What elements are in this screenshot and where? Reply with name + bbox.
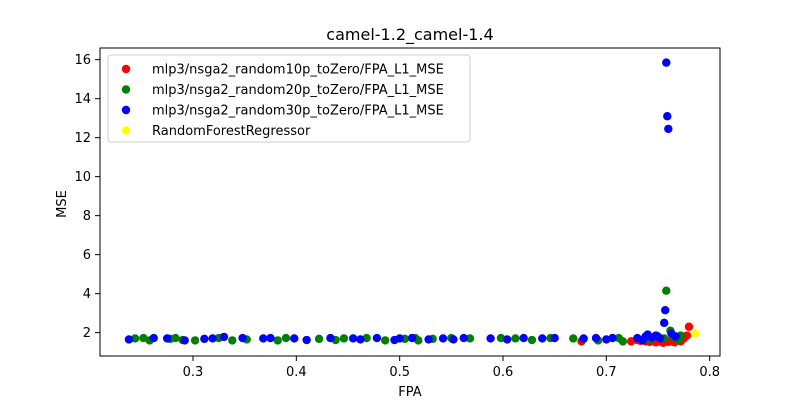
- legend-items: mlp3/nsga2_random10p_toZero/FPA_L1_MSEml…: [121, 63, 444, 139]
- data-point: [208, 334, 217, 343]
- data-point: [682, 331, 692, 340]
- legend: mlp3/nsga2_random10p_toZero/FPA_L1_MSEml…: [107, 54, 471, 143]
- data-point: [691, 329, 700, 338]
- data-point: [326, 333, 335, 343]
- data-point: [591, 333, 601, 343]
- data-point: [171, 333, 180, 343]
- data-point: [200, 334, 209, 344]
- data-point: [395, 334, 404, 343]
- data-point: [671, 332, 680, 341]
- y-tick-label: 14: [74, 92, 91, 107]
- data-point: [459, 333, 468, 343]
- chart-title: camel-1.2_camel-1.4: [326, 25, 493, 45]
- data-point: [228, 336, 237, 345]
- legend-label: RandomForestRegressor: [152, 124, 311, 139]
- legend-marker: [121, 85, 131, 94]
- y-tick-label: 4: [83, 287, 91, 302]
- data-point: [664, 124, 673, 134]
- x-tick-label: 0.4: [286, 365, 307, 380]
- data-point: [449, 335, 458, 344]
- y-tick-label: 6: [83, 248, 91, 263]
- series-3-points: [124, 58, 680, 345]
- data-point: [407, 333, 417, 343]
- y-tick-label: 10: [74, 170, 91, 185]
- data-point: [519, 333, 528, 343]
- data-point: [527, 335, 537, 345]
- y-tick-label: 2: [83, 326, 91, 341]
- data-point: [465, 334, 475, 343]
- legend-label: mlp3/nsga2_random10p_toZero/FPA_L1_MSE: [152, 63, 444, 78]
- data-point: [162, 334, 172, 343]
- legend-label: mlp3/nsga2_random20p_toZero/FPA_L1_MSE: [152, 83, 444, 98]
- data-point: [190, 336, 200, 345]
- data-point: [486, 334, 495, 343]
- data-point: [662, 286, 671, 295]
- data-point: [124, 335, 134, 344]
- data-point: [569, 334, 578, 343]
- data-point: [259, 334, 268, 343]
- data-point: [663, 112, 672, 121]
- data-point: [302, 335, 311, 345]
- legend-marker: [121, 105, 131, 115]
- legend-marker: [121, 126, 131, 135]
- axes-layer: 0.3 0.4 0.5 0.6 0.7 0.8 2 4 6 8 10 12 14 16: [74, 53, 720, 380]
- x-tick-label: 0.3: [183, 365, 204, 380]
- data-point: [339, 334, 349, 343]
- y-tick-label: 8: [83, 209, 91, 224]
- data-point: [660, 318, 669, 328]
- legend-frame: [107, 54, 471, 143]
- x-axis-label: FPA: [398, 385, 421, 400]
- x-tick-label: 0.6: [493, 365, 514, 380]
- legend-label: mlp3/nsga2_random30p_toZero/FPA_L1_MSE: [152, 104, 444, 119]
- data-point: [538, 334, 547, 343]
- data-point: [618, 337, 628, 346]
- points-layer: [124, 58, 700, 347]
- data-point: [266, 333, 275, 343]
- data-point: [502, 335, 512, 344]
- data-point: [130, 334, 140, 343]
- data-point: [290, 334, 299, 343]
- data-point: [550, 333, 559, 343]
- data-point: [579, 334, 588, 343]
- data-point: [684, 322, 694, 331]
- data-point: [180, 336, 189, 345]
- data-point: [381, 336, 390, 345]
- x-tick-label: 0.7: [596, 365, 617, 380]
- data-point: [655, 334, 665, 343]
- data-point: [438, 334, 448, 343]
- data-point: [662, 58, 671, 67]
- plot-area-frame: [99, 47, 721, 357]
- data-point: [661, 305, 670, 315]
- y-tick-label: 16: [74, 53, 91, 68]
- data-point: [149, 333, 158, 343]
- data-point: [608, 333, 617, 343]
- data-point: [348, 334, 358, 343]
- data-point: [356, 335, 365, 344]
- data-point: [511, 334, 520, 343]
- x-tick-label: 0.5: [389, 365, 410, 380]
- data-point: [238, 333, 247, 343]
- data-point: [273, 336, 282, 345]
- data-point: [314, 334, 324, 344]
- series-4-points: [691, 329, 700, 338]
- x-tick-label: 0.8: [699, 365, 720, 380]
- legend-marker: [121, 64, 131, 74]
- data-point: [372, 333, 382, 343]
- data-point: [219, 332, 229, 342]
- y-axis-label: MSE: [55, 190, 70, 218]
- data-point: [281, 333, 291, 343]
- y-tick-label: 12: [74, 131, 91, 146]
- data-point: [424, 335, 433, 344]
